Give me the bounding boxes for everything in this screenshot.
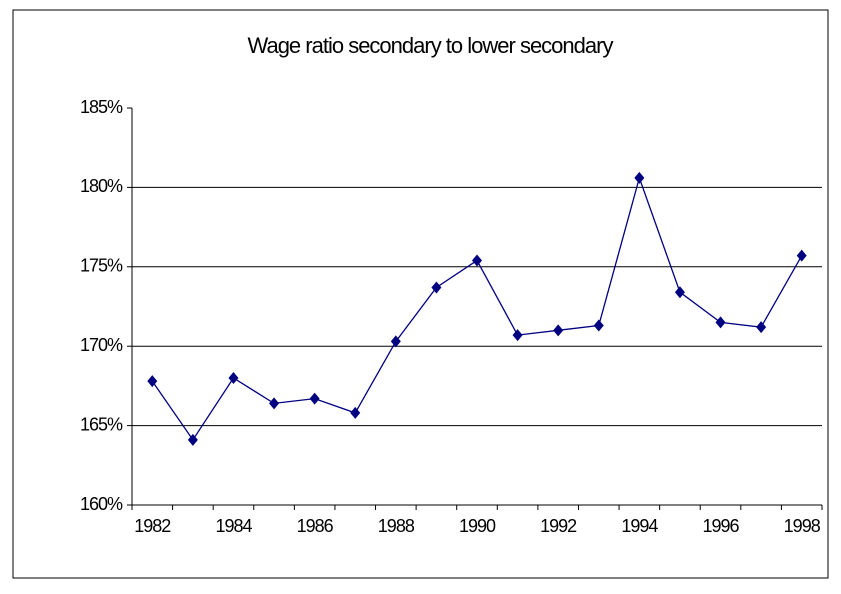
point: [187, 433, 198, 446]
x-tick-label: 1988: [378, 516, 415, 536]
y-tick-label: 165%: [80, 414, 123, 434]
point: [674, 286, 685, 299]
point: [756, 321, 767, 334]
point: [390, 335, 401, 348]
point: [593, 319, 604, 332]
point: [350, 406, 361, 419]
y-tick-label: 160%: [80, 494, 123, 514]
point: [309, 392, 320, 405]
point: [431, 281, 442, 294]
point: [553, 324, 564, 337]
point: [472, 254, 482, 267]
x-tick-label: 1990: [459, 516, 496, 536]
point: [512, 329, 523, 342]
point: [228, 371, 239, 384]
y-tick-label: 175%: [80, 256, 123, 276]
point: [269, 397, 280, 410]
point: [715, 316, 726, 329]
x-tick-label: 1998: [784, 516, 821, 536]
x-tick-label: 1984: [215, 516, 252, 536]
point: [147, 375, 158, 388]
chart-title: Wage ratio secondary to lower secondary: [248, 33, 614, 58]
x-tick-label: 1992: [540, 516, 577, 536]
chart-border: [12, 9, 829, 579]
y-tick-label: 170%: [80, 335, 123, 355]
point: [796, 249, 807, 262]
x-tick-label: 1996: [703, 516, 740, 536]
x-tick-label: 1986: [297, 516, 334, 536]
y-tick-label: 180%: [80, 176, 123, 196]
point: [634, 171, 645, 184]
x-tick-label: 1994: [621, 516, 658, 536]
y-tick-label: 185%: [80, 97, 123, 117]
x-tick-label: 1982: [134, 516, 171, 536]
